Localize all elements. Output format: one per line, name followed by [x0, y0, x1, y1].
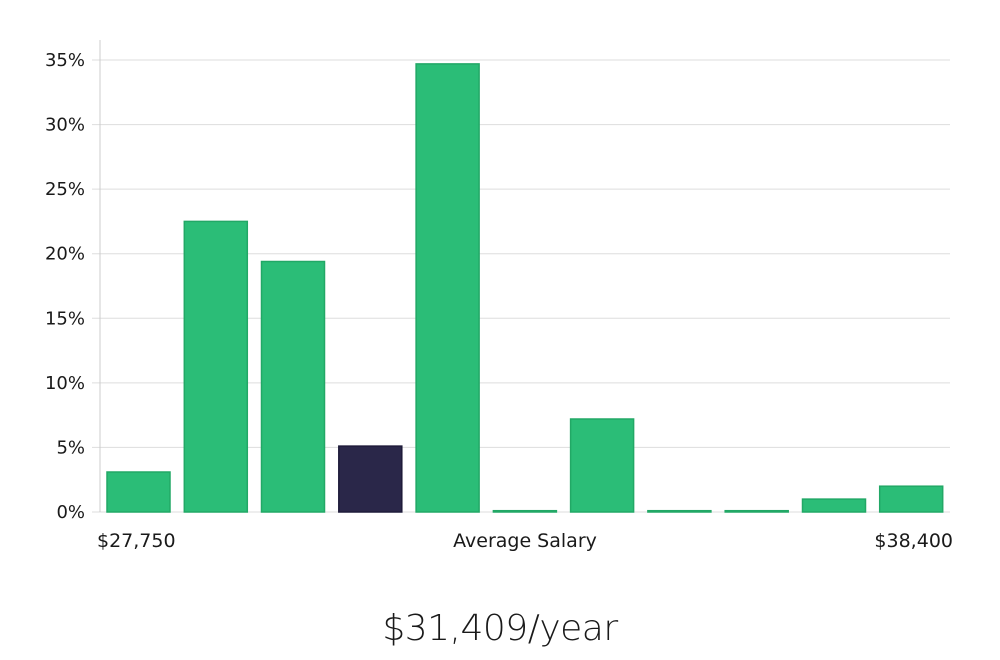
average-salary-value: $31,409/year [382, 608, 618, 649]
bar[interactable] [647, 509, 712, 513]
x-axis-title: Average Salary [453, 530, 597, 552]
x-max-label: $38,400 [874, 530, 953, 552]
bar[interactable] [492, 509, 558, 513]
x-axis: $27,750 Average Salary $38,400 [97, 530, 953, 552]
y-tick-label: 30% [45, 115, 85, 136]
bar[interactable] [415, 63, 480, 513]
y-tick-label: 15% [45, 308, 85, 329]
bar[interactable] [724, 509, 789, 513]
bars [106, 63, 944, 513]
y-tick-label: 10% [45, 373, 85, 394]
y-tick-label: 5% [56, 437, 85, 458]
bar[interactable] [183, 220, 249, 513]
y-tick-label: 20% [45, 244, 85, 265]
x-min-label: $27,750 [97, 530, 176, 552]
bar[interactable] [878, 485, 944, 513]
y-tick-label: 25% [45, 179, 85, 200]
bar[interactable] [569, 418, 635, 513]
y-tick-label: 0% [56, 502, 85, 523]
bar-highlighted[interactable] [338, 445, 403, 513]
bar[interactable] [801, 498, 867, 513]
bar[interactable] [106, 471, 171, 513]
salary-histogram: 0% 5% 10% 15% 20% 25% 30% 35% $27,750 Average S… [45, 40, 953, 552]
bar[interactable] [260, 260, 326, 513]
y-tick-label: 35% [45, 50, 85, 71]
y-axis: 0% 5% 10% 15% 20% 25% 30% 35% [45, 40, 101, 523]
